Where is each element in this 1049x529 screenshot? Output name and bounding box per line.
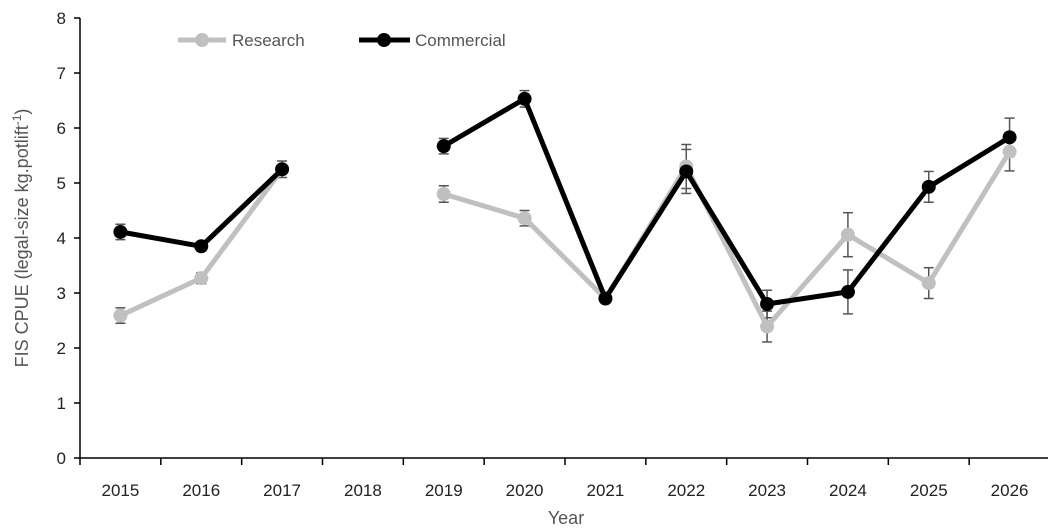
x-tick-label: 2020: [506, 481, 544, 500]
y-tick-label: 7: [57, 64, 66, 83]
x-tick-label: 2022: [667, 481, 705, 500]
series-line-commercial: [119, 167, 284, 249]
legend-label-research: Research: [232, 31, 305, 50]
series-lines: [119, 96, 1012, 329]
y-tick-label: 2: [57, 339, 66, 358]
x-tick-label: 2018: [344, 481, 382, 500]
data-point-commercial: [598, 291, 613, 306]
x-tick-label: 2023: [748, 481, 786, 500]
data-point-research: [840, 227, 855, 242]
data-point-commercial: [436, 139, 451, 154]
legend-swatch-commercial-marker: [377, 33, 391, 47]
legend: Research Commercial: [178, 31, 506, 50]
data-point-commercial: [921, 179, 936, 194]
data-point-commercial: [275, 162, 290, 177]
legend-swatch-research-marker: [195, 33, 209, 47]
y-tick-label: 4: [57, 229, 66, 248]
legend-label-commercial: Commercial: [415, 31, 506, 50]
data-point-commercial: [1002, 130, 1017, 145]
y-tick-label: 5: [57, 174, 66, 193]
x-tick-label: 2016: [182, 481, 220, 500]
data-point-research: [760, 319, 775, 334]
legend-item-research: Research: [178, 31, 305, 50]
y-axis-title-main: FIS CPUE (legal-size kg.potlift: [12, 125, 32, 367]
data-point-commercial: [194, 239, 209, 254]
x-axis-title: Year: [548, 508, 584, 528]
y-tick-label: 8: [57, 9, 66, 28]
data-point-research: [113, 308, 128, 323]
x-tick-label: 2025: [910, 481, 948, 500]
y-axis-title: FIS CPUE (legal-size kg.potlift-1): [10, 109, 32, 368]
x-tick-label: 2026: [991, 481, 1029, 500]
x-tick-label: 2024: [829, 481, 867, 500]
y-axis-title-superscript: -1: [10, 114, 24, 125]
x-tick-label: 2017: [263, 481, 301, 500]
x-tick-label: 2015: [102, 481, 140, 500]
data-point-research: [436, 187, 451, 201]
data-point-commercial: [840, 284, 855, 299]
x-tick-label: 2021: [587, 481, 625, 500]
y-tick-label: 3: [57, 284, 66, 303]
data-point-commercial: [679, 164, 694, 179]
data-point-research: [1002, 144, 1017, 159]
y-axis-title-close: ): [12, 109, 32, 115]
data-point-research: [517, 211, 532, 226]
y-tick-label: 1: [57, 394, 66, 413]
data-point-commercial: [517, 91, 532, 106]
y-tick-label: 6: [57, 119, 66, 138]
axes: 0 1 2 3 4 5 6 7 8 2015 2016 2017 2018 2019 2020 2021 202…: [57, 9, 1048, 500]
data-point-commercial: [760, 297, 775, 311]
data-point-research: [194, 271, 209, 286]
series-line-commercial: [442, 96, 1011, 307]
data-point-research: [921, 276, 936, 291]
data-point-commercial: [113, 224, 128, 239]
series-line-research: [443, 150, 1012, 329]
legend-item-commercial: Commercial: [359, 31, 506, 50]
series-points: [113, 91, 1017, 334]
y-tick-label: 0: [57, 449, 66, 468]
x-tick-label: 2019: [425, 481, 463, 500]
